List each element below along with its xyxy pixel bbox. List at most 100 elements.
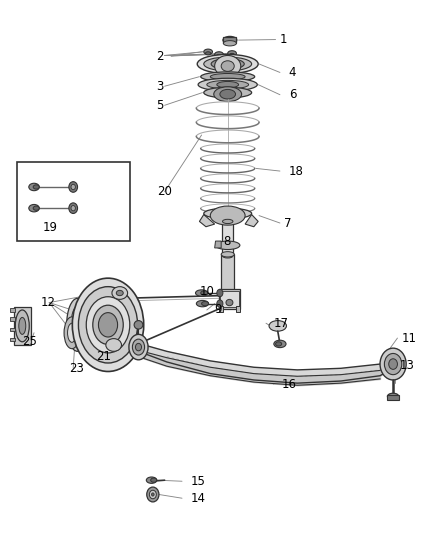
Ellipse shape bbox=[33, 185, 39, 189]
Bar bbox=[10, 317, 15, 320]
Bar bbox=[220, 292, 239, 308]
Text: 7: 7 bbox=[284, 216, 292, 230]
Ellipse shape bbox=[223, 41, 237, 46]
Ellipse shape bbox=[132, 339, 145, 355]
Ellipse shape bbox=[221, 252, 234, 257]
Ellipse shape bbox=[116, 290, 123, 296]
Ellipse shape bbox=[211, 59, 244, 69]
Ellipse shape bbox=[204, 49, 212, 54]
Text: 20: 20 bbox=[157, 185, 172, 198]
Ellipse shape bbox=[204, 87, 252, 98]
Polygon shape bbox=[88, 294, 136, 349]
Ellipse shape bbox=[196, 301, 208, 307]
Text: 1: 1 bbox=[280, 33, 287, 46]
Bar bbox=[221, 254, 234, 290]
Ellipse shape bbox=[72, 278, 144, 372]
Ellipse shape bbox=[33, 206, 39, 211]
Text: 9: 9 bbox=[215, 303, 222, 317]
Ellipse shape bbox=[201, 72, 254, 82]
Ellipse shape bbox=[135, 343, 141, 351]
Text: 13: 13 bbox=[399, 359, 414, 372]
Ellipse shape bbox=[198, 78, 257, 91]
Text: 6: 6 bbox=[289, 88, 296, 101]
Bar bbox=[10, 309, 15, 312]
Polygon shape bbox=[245, 215, 258, 227]
Ellipse shape bbox=[201, 302, 208, 306]
Ellipse shape bbox=[29, 205, 39, 212]
Ellipse shape bbox=[29, 183, 39, 191]
Ellipse shape bbox=[152, 493, 154, 496]
Ellipse shape bbox=[385, 353, 402, 375]
Ellipse shape bbox=[78, 287, 138, 363]
Text: 12: 12 bbox=[41, 296, 56, 309]
Ellipse shape bbox=[215, 52, 223, 57]
Ellipse shape bbox=[207, 80, 249, 89]
Ellipse shape bbox=[67, 298, 88, 351]
Bar bbox=[10, 337, 15, 341]
Ellipse shape bbox=[19, 317, 26, 334]
Ellipse shape bbox=[276, 342, 282, 346]
Ellipse shape bbox=[226, 300, 233, 306]
Text: 4: 4 bbox=[289, 66, 296, 79]
Ellipse shape bbox=[71, 306, 84, 343]
Bar bbox=[14, 307, 31, 345]
Ellipse shape bbox=[71, 206, 75, 211]
Ellipse shape bbox=[67, 323, 76, 342]
Ellipse shape bbox=[149, 490, 156, 499]
Ellipse shape bbox=[99, 313, 117, 337]
Bar bbox=[219, 289, 240, 309]
Ellipse shape bbox=[223, 36, 237, 44]
Text: 17: 17 bbox=[273, 317, 288, 330]
Polygon shape bbox=[215, 241, 221, 248]
Text: 3: 3 bbox=[156, 80, 163, 93]
Ellipse shape bbox=[147, 487, 159, 502]
Text: 19: 19 bbox=[43, 221, 58, 235]
Text: 5: 5 bbox=[156, 99, 163, 112]
Ellipse shape bbox=[64, 317, 80, 349]
Ellipse shape bbox=[112, 287, 127, 300]
Ellipse shape bbox=[388, 393, 399, 400]
Ellipse shape bbox=[197, 54, 258, 74]
Text: 8: 8 bbox=[223, 235, 231, 247]
Text: 14: 14 bbox=[191, 492, 206, 505]
Ellipse shape bbox=[216, 54, 222, 58]
Ellipse shape bbox=[389, 359, 397, 369]
Ellipse shape bbox=[129, 334, 148, 360]
Ellipse shape bbox=[86, 297, 130, 353]
Ellipse shape bbox=[204, 57, 252, 71]
Ellipse shape bbox=[210, 74, 245, 80]
Ellipse shape bbox=[217, 289, 223, 297]
Ellipse shape bbox=[146, 477, 157, 483]
Ellipse shape bbox=[210, 206, 245, 225]
Ellipse shape bbox=[223, 219, 233, 223]
Ellipse shape bbox=[201, 291, 208, 295]
Ellipse shape bbox=[204, 208, 252, 219]
Ellipse shape bbox=[69, 182, 78, 192]
Text: 10: 10 bbox=[199, 285, 214, 298]
Text: 2: 2 bbox=[156, 50, 163, 62]
Ellipse shape bbox=[205, 52, 211, 55]
Ellipse shape bbox=[228, 51, 237, 56]
Ellipse shape bbox=[217, 300, 223, 308]
Bar bbox=[223, 221, 233, 256]
Ellipse shape bbox=[223, 254, 233, 258]
Ellipse shape bbox=[217, 82, 239, 88]
Text: 18: 18 bbox=[289, 165, 304, 177]
Ellipse shape bbox=[134, 320, 143, 329]
Text: 21: 21 bbox=[96, 350, 111, 363]
Ellipse shape bbox=[69, 203, 78, 214]
Polygon shape bbox=[199, 215, 215, 227]
Ellipse shape bbox=[71, 184, 75, 190]
Ellipse shape bbox=[269, 320, 286, 331]
Ellipse shape bbox=[214, 87, 242, 102]
Text: 23: 23 bbox=[69, 362, 84, 375]
Ellipse shape bbox=[93, 305, 123, 344]
Text: 16: 16 bbox=[282, 378, 297, 391]
Bar bbox=[219, 306, 223, 312]
Ellipse shape bbox=[215, 241, 240, 249]
Ellipse shape bbox=[274, 340, 286, 348]
Bar bbox=[388, 395, 399, 400]
Bar bbox=[223, 37, 237, 43]
Ellipse shape bbox=[220, 90, 236, 99]
Bar bbox=[10, 328, 15, 331]
